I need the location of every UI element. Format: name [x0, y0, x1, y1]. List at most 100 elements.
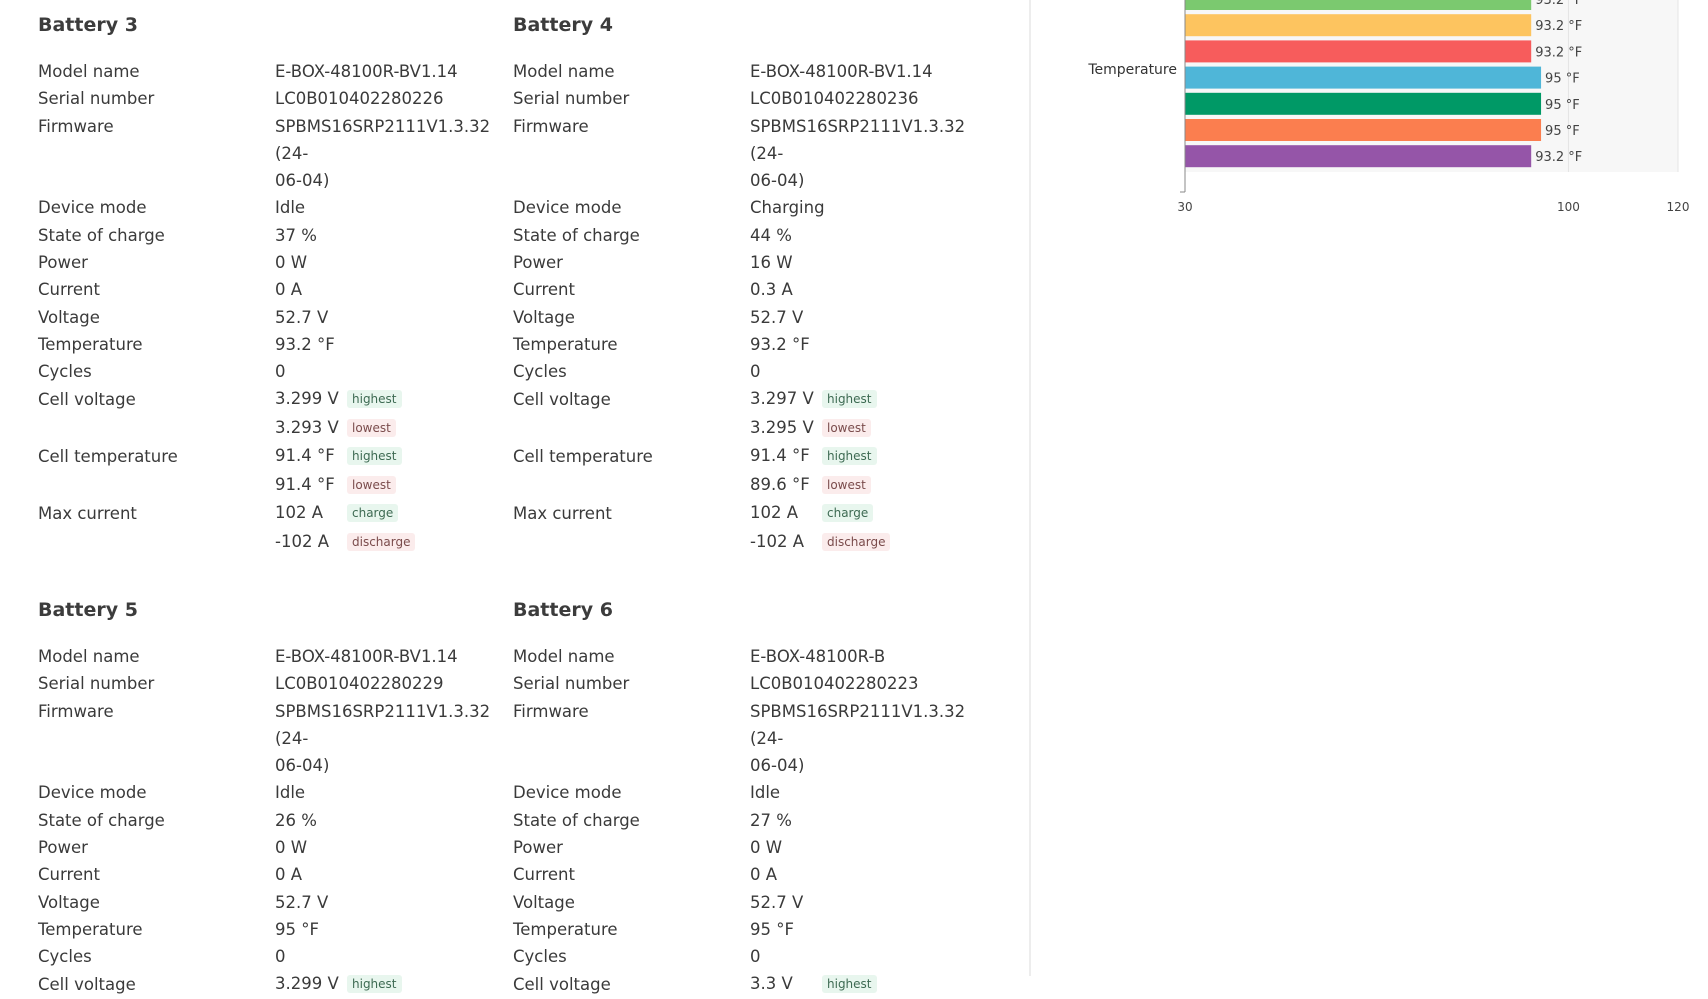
max-current-discharge: -102 A discharge: [750, 528, 983, 557]
battery-card: Battery 3 Model name E-BOX-48100R-BV1.14 …: [38, 12, 508, 557]
current-row: Current 0 A: [513, 861, 983, 888]
device-mode-value: Idle: [275, 783, 306, 803]
firmware-value: SPBMS16SRP2111V1.3.32 (24- 06-04): [275, 113, 508, 195]
cycles-value: 0: [750, 362, 761, 382]
cell-temp-highest: 91.4 °F highest: [275, 442, 508, 471]
cell-temp-highest: 91.4 °F highest: [750, 442, 983, 471]
voltage-row: Voltage 52.7 V: [38, 304, 508, 331]
current-row: Current 0 A: [38, 861, 508, 888]
voltage-row: Voltage 52.7 V: [513, 889, 983, 916]
highest-badge: highest: [347, 975, 402, 994]
firmware-row: Firmware SPBMS16SRP2111V1.3.32 (24- 06-04): [38, 698, 508, 780]
temperature-bar: [1185, 40, 1532, 63]
voltage-value: 52.7 V: [275, 892, 329, 912]
battery-card: Battery 4 Model name E-BOX-48100R-BV1.14 …: [513, 12, 983, 557]
firmware-line-2: 06-04): [750, 171, 805, 191]
bar-value-label: 93.2 °F: [1535, 45, 1582, 60]
device-mode-row: Device mode Charging: [513, 194, 983, 221]
firmware-line-2: 06-04): [750, 756, 805, 776]
serial-number-value: LC0B010402280229: [275, 674, 444, 694]
model-name-label: Model name: [38, 647, 140, 666]
voltage-label: Voltage: [513, 892, 575, 912]
cycles-value: 0: [275, 362, 286, 382]
highest-badge: highest: [822, 975, 877, 994]
cell-voltage-label: Cell voltage: [38, 389, 136, 409]
power-label: Power: [38, 253, 88, 273]
temperature-label: Temperature: [513, 919, 618, 939]
battery-details-panel: Battery 3 Model name E-BOX-48100R-BV1.14 …: [38, 12, 983, 994]
cell-temp-highest-value: 91.4 °F: [275, 446, 335, 466]
current-label: Current: [38, 865, 100, 885]
cell-voltage-lowest-value: 3.295 V: [750, 418, 814, 438]
cell-voltage-label: Cell voltage: [513, 974, 611, 994]
current-label: Current: [513, 865, 575, 885]
serial-number-row: Serial number LC0B010402280229: [38, 670, 508, 697]
device-mode-row: Device mode Idle: [38, 194, 508, 221]
power-label: Power: [513, 253, 563, 273]
firmware-value: SPBMS16SRP2111V1.3.32 (24- 06-04): [750, 698, 983, 780]
power-row: Power 0 W: [38, 249, 508, 276]
temperature-value: 95 °F: [275, 919, 319, 939]
temperature-value: 93.2 °F: [750, 334, 810, 354]
cell-voltage-highest-value: 3.299 V: [275, 974, 339, 994]
model-name-row: Model name E-BOX-48100R-BV1.14: [513, 58, 983, 85]
cell-voltage-row: Cell voltage 3.3 V highest: [513, 971, 983, 999]
cycles-row: Cycles 0: [513, 943, 983, 970]
cycles-label: Cycles: [38, 947, 92, 967]
highest-badge: highest: [822, 390, 877, 409]
temperature-label: Temperature: [38, 334, 143, 354]
max-current-discharge-value: -102 A: [750, 532, 804, 552]
temperature-row: Temperature 93.2 °F: [38, 331, 508, 358]
cell-voltage-highest: 3.297 V highest: [750, 385, 983, 414]
firmware-label: Firmware: [38, 116, 114, 136]
bar-value-label: 93.2 °F: [1535, 19, 1582, 34]
device-mode-value: Idle: [750, 783, 781, 803]
cell-temp-highest-value: 91.4 °F: [750, 446, 810, 466]
model-name-row: Model name E-BOX-48100R-BV1.14: [38, 643, 508, 670]
discharge-badge: discharge: [347, 533, 416, 552]
cell-temp-lowest: 89.6 °F lowest: [750, 471, 983, 500]
firmware-row: Firmware SPBMS16SRP2111V1.3.32 (24- 06-04): [513, 698, 983, 780]
cycles-row: Cycles 0: [38, 358, 508, 385]
voltage-value: 52.7 V: [750, 307, 804, 327]
max-current-charge: 102 A charge: [750, 499, 983, 528]
max-current-label: Max current: [38, 503, 137, 523]
current-value: 0.3 A: [750, 280, 793, 300]
voltage-row: Voltage 52.7 V: [513, 304, 983, 331]
current-value: 0 A: [275, 280, 303, 300]
model-name-value: E-BOX-48100R-BV1.14: [275, 62, 458, 81]
temperature-value: 93.2 °F: [275, 334, 335, 354]
state-of-charge-label: State of charge: [513, 810, 640, 830]
serial-number-label: Serial number: [513, 674, 630, 694]
cell-voltage-highest-value: 3.3 V: [750, 974, 793, 994]
x-tick-label: 120: [1667, 200, 1690, 214]
current-value: 0 A: [275, 865, 303, 885]
max-current-row: Max current 102 A charge -102 A discharge: [38, 500, 508, 557]
power-value: 0 W: [275, 838, 308, 858]
model-name-label: Model name: [513, 647, 615, 666]
temperature-value: 95 °F: [750, 919, 794, 939]
highest-badge: highest: [822, 447, 877, 466]
device-mode-row: Device mode Idle: [513, 779, 983, 806]
state-of-charge-row: State of charge 44 %: [513, 222, 983, 249]
firmware-label: Firmware: [513, 116, 589, 136]
device-mode-label: Device mode: [513, 198, 622, 218]
firmware-row: Firmware SPBMS16SRP2111V1.3.32 (24- 06-04): [513, 113, 983, 195]
model-name-value: E-BOX-48100R-B: [750, 647, 886, 666]
state-of-charge-row: State of charge 27 %: [513, 807, 983, 834]
bar-value-label: 93.2 °F: [1535, 0, 1582, 8]
power-row: Power 0 W: [38, 834, 508, 861]
cell-temp-lowest: 91.4 °F lowest: [275, 471, 508, 500]
x-tick-label: 100: [1557, 200, 1580, 214]
bar-value-label: 93.2 °F: [1535, 150, 1582, 165]
highest-badge: highest: [347, 447, 402, 466]
max-current-row: Max current 102 A charge -102 A discharge: [513, 500, 983, 557]
cell-voltage-highest: 3.3 V highest: [750, 970, 983, 999]
battery-title: Battery 3: [38, 14, 138, 36]
temperature-row: Temperature 93.2 °F: [513, 331, 983, 358]
bar-value-label: 95 °F: [1545, 124, 1580, 139]
battery-title: Battery 4: [513, 14, 613, 36]
max-current-label: Max current: [513, 503, 612, 523]
cell-voltage-highest: 3.299 V highest: [275, 385, 508, 414]
cell-voltage-row: Cell voltage 3.299 V highest 3.293 V lowes…: [38, 386, 508, 443]
